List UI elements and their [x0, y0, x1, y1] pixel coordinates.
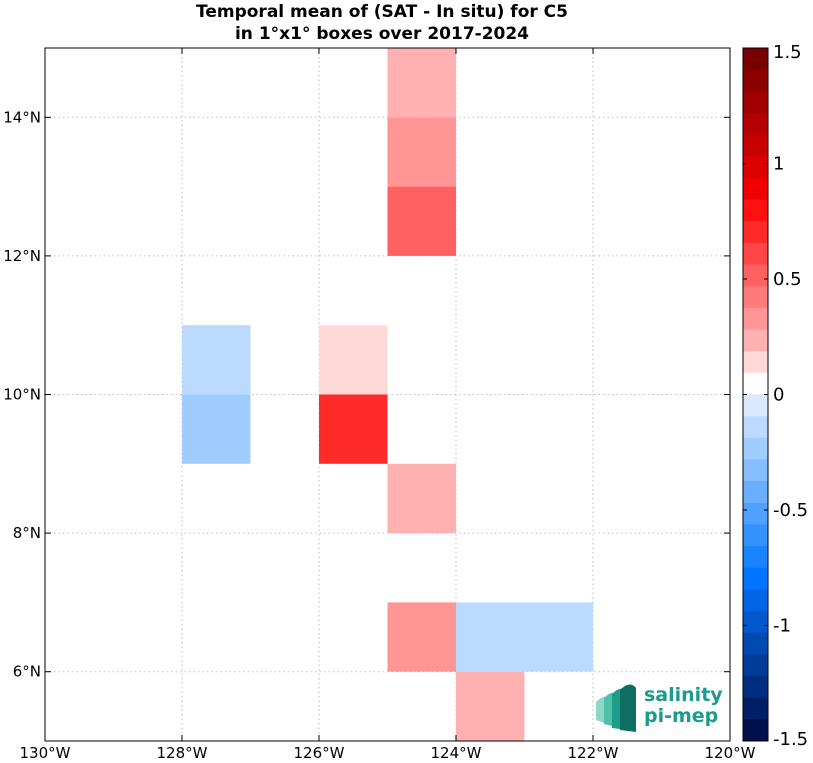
- colorbar-segment: [743, 567, 768, 590]
- heatmap-cell: [319, 394, 388, 464]
- colorbar-segment: [743, 524, 768, 547]
- colorbar-segment: [743, 632, 768, 655]
- heatmap-cell: [182, 394, 251, 464]
- y-tick-label: 6°N: [13, 663, 41, 681]
- chart-title-line-2: in 1°x1° boxes over 2017-2024: [235, 24, 529, 44]
- colorbar-tick-label: 0.5: [773, 269, 802, 290]
- y-tick-label: 10°N: [3, 386, 41, 404]
- colorbar-segment: [743, 459, 768, 482]
- heatmap-cell: [387, 117, 456, 187]
- colorbar-segment: [743, 69, 768, 92]
- colorbar-segment: [743, 242, 768, 266]
- colorbar-segment: [743, 676, 768, 699]
- x-tick-label: 130°W: [20, 744, 71, 762]
- colorbar-segment: [743, 589, 768, 612]
- colorbar-segment: [743, 286, 768, 309]
- colorbar-tick-label: -1.5: [773, 729, 808, 750]
- colorbar-segment: [743, 437, 768, 460]
- plot-frame: [44, 47, 731, 742]
- heatmap-cell: [387, 463, 456, 534]
- heatmap-cell: [524, 602, 593, 672]
- colorbar-segment: [743, 654, 768, 677]
- y-tick-label: 12°N: [3, 247, 41, 265]
- colorbar-segment: [743, 697, 768, 720]
- logo-wave-icon: [596, 684, 636, 732]
- colorbar-segment: [743, 199, 768, 222]
- colorbar-segment: [743, 394, 768, 417]
- heatmap-cell: [182, 325, 251, 395]
- colorbar-segment: [743, 546, 768, 569]
- colorbar-tick-label: -0.5: [773, 500, 808, 521]
- colorbar-tick-label: -1: [773, 616, 791, 637]
- plot-area: 130°W 128°W 126°W 124°W 122°W 120°W 6°N 8°N 10°…: [3, 47, 756, 762]
- heatmap-cells: [182, 48, 593, 741]
- x-tick-labels: 130°W 128°W 126°W 124°W 122°W 120°W: [20, 744, 756, 762]
- colorbar-segment: [743, 112, 768, 136]
- colorbar-segment: [743, 264, 768, 287]
- x-tick-label: 122°W: [568, 744, 619, 762]
- colorbar-segment: [743, 416, 768, 439]
- heatmap-cell: [319, 325, 388, 395]
- chart-title-line-1: Temporal mean of (SAT - In situ) for C5: [196, 2, 568, 22]
- colorbar-segment: [743, 134, 768, 157]
- y-tick-label: 14°N: [3, 108, 41, 126]
- heatmap-cell: [387, 602, 456, 672]
- heatmap-cell: [456, 602, 525, 672]
- heatmap-cell: [387, 186, 456, 256]
- salinity-pi-mep-logo: salinity pi-mep: [596, 684, 723, 732]
- colorbar-segment: [743, 502, 768, 525]
- colorbar-segment: [743, 351, 768, 374]
- colorbar-segment: [743, 611, 768, 634]
- colorbar-segment: [743, 372, 768, 395]
- y-tick-labels: 6°N 8°N 10°N 12°N 14°N: [3, 108, 41, 680]
- colorbar-segment: [743, 481, 768, 504]
- heatmap-cell: [387, 48, 456, 118]
- x-tick-label: 128°W: [157, 744, 208, 762]
- colorbar-segment: [743, 48, 768, 71]
- colorbar-segment: [743, 221, 768, 244]
- colorbar-segment: [743, 719, 768, 742]
- y-tick-label: 8°N: [13, 524, 41, 542]
- colorbar-segment: [743, 307, 768, 331]
- colorbar-ticks: 1.5 1 0.5 0 -0.5 -1 -1.5: [743, 42, 808, 750]
- colorbar: 1.5 1 0.5 0 -0.5 -1 -1.5: [742, 42, 808, 750]
- colorbar-tick-label: 1.5: [773, 42, 802, 63]
- colorbar-segment: [743, 329, 768, 352]
- heatmap-cell: [456, 671, 525, 741]
- colorbar-segment: [743, 177, 768, 201]
- colorbar-tick-label: 0: [773, 385, 784, 406]
- x-tick-label: 126°W: [294, 744, 345, 762]
- colorbar-segment: [743, 156, 768, 179]
- colorbar-tick-label: 1: [773, 154, 784, 175]
- x-tick-label: 124°W: [431, 744, 482, 762]
- logo-text-line-1: salinity: [644, 684, 723, 706]
- logo-text-line-2: pi-mep: [644, 705, 718, 727]
- colorbar-segment: [743, 91, 768, 114]
- x-tick-label: 120°W: [705, 744, 756, 762]
- colorbar-segments: [743, 48, 768, 742]
